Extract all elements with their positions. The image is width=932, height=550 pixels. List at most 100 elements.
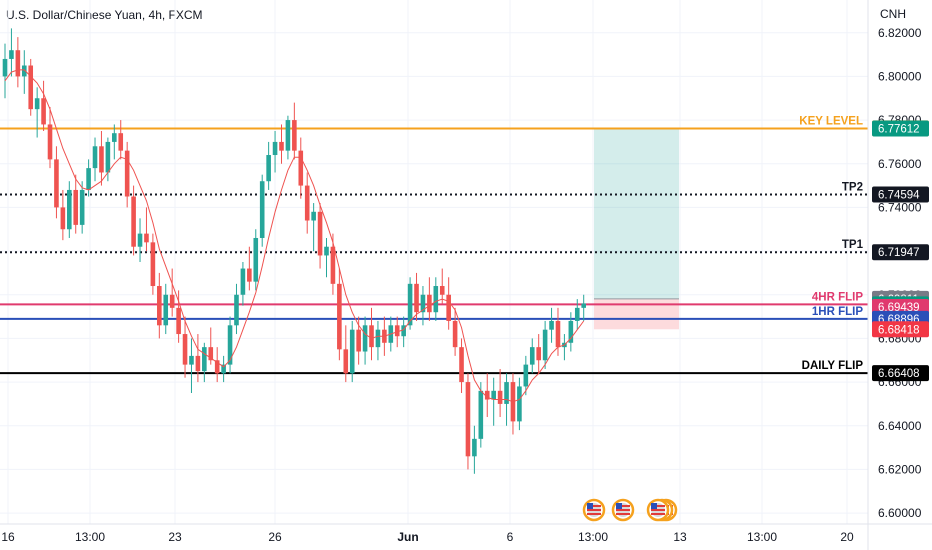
time-tick-label: 23 (168, 530, 182, 544)
candle (497, 368, 503, 418)
candle-body (41, 98, 46, 125)
candle (414, 272, 419, 321)
candle (337, 268, 342, 361)
price-badge-value: 6.68418 (878, 324, 920, 336)
candle (137, 218, 143, 262)
candle-body (189, 355, 194, 365)
candle (317, 203, 323, 269)
candle (34, 87, 40, 138)
candle-body (433, 286, 439, 313)
candle (324, 237, 329, 278)
candle (272, 131, 278, 173)
candle (2, 43, 8, 99)
price-badge: 6.77612 (872, 120, 929, 137)
candle-body (259, 181, 265, 238)
candle (227, 316, 233, 374)
moving-average-line (4, 69, 585, 403)
candle (47, 106, 53, 169)
price-tick-label: 6.60000 (878, 506, 922, 520)
candle-body (73, 189, 79, 225)
candle (375, 320, 381, 361)
candle (362, 316, 368, 365)
candle (549, 307, 554, 343)
candle (176, 290, 181, 343)
candle (112, 124, 117, 160)
candle-body (420, 294, 426, 313)
candle (131, 185, 136, 256)
candle-body (131, 196, 136, 247)
candle (150, 233, 156, 295)
candle (343, 325, 349, 383)
candle-body (324, 246, 329, 256)
candle-body (491, 390, 496, 400)
candle-body (157, 286, 162, 326)
us-flag-icon[interactable] (646, 498, 670, 522)
candle (221, 355, 226, 383)
candle (214, 347, 220, 383)
candle (92, 137, 98, 182)
candle-body (298, 150, 304, 186)
candle (349, 320, 355, 383)
candle (369, 307, 374, 361)
candle (478, 382, 484, 448)
candle (542, 320, 548, 369)
level-label-tp2: TP2 (842, 181, 863, 193)
time-tick-label: 16 (1, 530, 15, 544)
candle-body (478, 390, 484, 439)
candle-body (407, 283, 413, 326)
price-badge-bg (872, 321, 929, 338)
price-badge: 6.71947 (872, 244, 929, 261)
candle-body (169, 294, 175, 308)
price-badge-value: 6.74594 (878, 189, 920, 201)
candle-body (34, 98, 40, 110)
price-badge: 6.68418 (872, 321, 929, 338)
candle (491, 377, 496, 426)
candle (99, 131, 104, 186)
candle (279, 124, 284, 164)
price-badges: 6.776236.776126.745946.719476.698116.695… (872, 120, 929, 382)
economic-events[interactable] (582, 498, 678, 522)
candle-body (124, 150, 130, 197)
candle (105, 137, 111, 182)
candle-body (362, 325, 368, 352)
candle-body (247, 268, 252, 282)
candle (21, 50, 27, 94)
price-badge-bg (872, 120, 929, 137)
price-tick-label: 6.76000 (878, 157, 922, 171)
candle-body (517, 386, 522, 422)
candle (529, 338, 535, 374)
candle-body (446, 294, 451, 321)
candle-body (401, 325, 406, 337)
candle-body (536, 347, 541, 361)
price-tick-label: 6.74000 (878, 200, 922, 214)
candle-body (375, 329, 381, 348)
candle (15, 37, 21, 88)
level-label-1hr_flip: 1HR FLIP (812, 306, 863, 318)
candle-body (574, 307, 580, 321)
candle-body (465, 382, 471, 457)
candle-body (311, 211, 316, 221)
candle (202, 342, 207, 383)
candle-body (497, 390, 503, 404)
candle-body (150, 242, 156, 287)
candle (259, 174, 265, 247)
horizontal-levels[interactable]: KEY LEVEL TP2 TP1 4HR FLIP 1HR FLIP DAILY FLI… (0, 116, 868, 375)
candle (292, 102, 297, 160)
us-flag-icon[interactable] (582, 498, 606, 522)
time-tick-label: 13:00 (747, 530, 777, 544)
time-tick-label: 6 (507, 530, 514, 544)
candle-body (349, 329, 355, 374)
price-badge-value: 6.71947 (878, 247, 920, 259)
price-axis[interactable]: 6.600006.620006.640006.660006.680006.700… (878, 26, 922, 520)
candle-body (60, 207, 66, 230)
candle-body (92, 146, 98, 169)
us-flag-icon[interactable] (611, 498, 635, 522)
candle-body (439, 286, 445, 295)
candle-body (118, 133, 124, 151)
candle (304, 172, 310, 234)
time-axis[interactable]: 16 13:00 23 26 Jun 6 13:00 13 13:00 20 (1, 530, 854, 544)
candle (285, 115, 291, 160)
candle-body (28, 65, 34, 110)
candle (144, 207, 149, 252)
